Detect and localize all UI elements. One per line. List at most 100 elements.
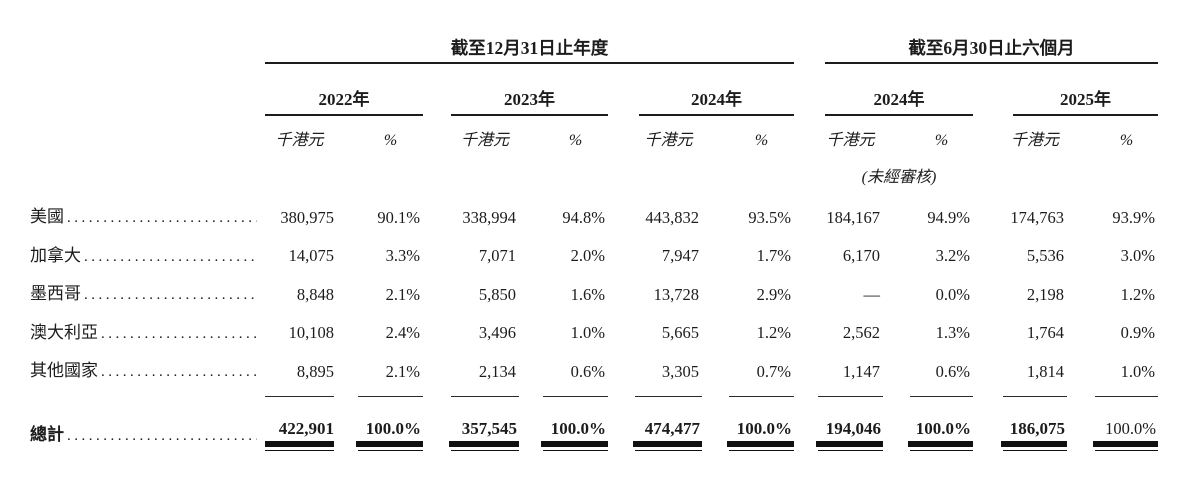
cell-value: 7,071: [478, 246, 516, 265]
unit-hkd-label: 千港元: [1010, 132, 1059, 149]
total-value: 186,075: [1001, 420, 1067, 447]
pct-cell: 2.1%: [334, 345, 423, 384]
total-value: 194,046: [816, 420, 883, 447]
rule-cell: [1067, 447, 1158, 453]
total-value: 100.0%: [356, 420, 423, 447]
total-value: 422,901: [265, 420, 334, 447]
rule-cell: [883, 447, 973, 453]
cell-value: 1.6%: [570, 284, 605, 304]
pct-cell: 93.5%: [702, 190, 794, 229]
rule-cell: [794, 383, 883, 397]
total-pct-cell: 100.0%: [1067, 397, 1158, 447]
cell-value: 3,496: [478, 323, 516, 342]
rule-cell: [519, 447, 608, 453]
pct-cell: 93.9%: [1067, 190, 1158, 229]
row-label-cell: 墨西哥: [28, 268, 265, 307]
total-bottom-rule: [1095, 449, 1158, 451]
spacer: [28, 447, 265, 453]
year-header-row: 2022年 2023年 2024年 2024年 2025年: [28, 64, 1158, 116]
dot-leader: [98, 364, 257, 381]
total-value: 100.0%: [1093, 420, 1158, 447]
total-bottom-rule: [1003, 449, 1067, 451]
total-bottom-rule: [451, 449, 519, 451]
total-value-cell: 474,477: [608, 397, 702, 447]
value-cell: 8,895: [265, 345, 334, 384]
value-cell: 5,536: [973, 229, 1067, 268]
total-value: 100.0%: [541, 420, 608, 447]
dot-leader: [64, 428, 257, 445]
value-cell: 184,167: [794, 190, 883, 229]
cell-value: 3.2%: [935, 246, 970, 265]
cell-value: 1.2%: [1120, 284, 1155, 304]
group-header-annual: 截至12月31日止年度: [265, 28, 794, 64]
year-header-interim-2025: 2025年: [973, 64, 1158, 116]
value-cell: 10,108: [265, 306, 334, 345]
total-bottom-rule: [543, 449, 608, 451]
cell-value: 8,895: [296, 361, 334, 381]
pct-cell: 1.3%: [883, 306, 973, 345]
cell-value: 10,108: [288, 323, 334, 342]
value-cell: 7,947: [608, 229, 702, 268]
value-cell: 14,075: [265, 229, 334, 268]
rule-cell: [973, 447, 1067, 453]
group-header-interim: 截至6月30日止六個月: [794, 28, 1158, 64]
cell-value: 1,147: [842, 361, 880, 381]
pct-cell: 3.2%: [883, 229, 973, 268]
row-label-wrap: 其他國家: [28, 356, 265, 383]
unaudited-note-cell: (未經審核): [794, 153, 973, 190]
cell-value: 5,850: [478, 284, 516, 304]
rule-cell: [973, 383, 1067, 397]
pre-total-rule-row: [28, 383, 1158, 397]
rule-cell: [1067, 383, 1158, 397]
pct-cell: 0.6%: [519, 345, 608, 384]
cell-value: 3.0%: [1120, 246, 1155, 265]
unit-pct-label: %: [754, 132, 769, 149]
total-top-rule: [265, 396, 334, 397]
cell-value: 338,994: [462, 207, 516, 227]
rule-cell: [519, 383, 608, 397]
pct-cell: 3.0%: [1067, 229, 1158, 268]
value-cell: 2,198: [973, 268, 1067, 307]
total-value: 474,477: [633, 420, 702, 447]
value-cell: 2,134: [423, 345, 519, 384]
cell-value: 184,167: [826, 207, 880, 227]
value-cell: 443,832: [608, 190, 702, 229]
cell-value: 90.1%: [377, 207, 420, 227]
spacer: [28, 116, 265, 153]
year-2022-label: 2022年: [265, 91, 423, 116]
spacer: [28, 64, 265, 116]
cell-value: 2.4%: [385, 323, 420, 342]
row-label-cell: 加拿大: [28, 229, 265, 268]
cell-value: 3,305: [661, 361, 699, 381]
row-label-wrap: 墨西哥: [28, 279, 265, 306]
pct-cell: 94.8%: [519, 190, 608, 229]
year-interim-2025-label: 2025年: [1013, 91, 1158, 116]
total-top-rule: [910, 396, 973, 397]
dot-leader: [98, 326, 257, 343]
cell-value: 6,170: [842, 246, 880, 265]
unit-header-row: 千港元% 千港元% 千港元% 千港元% 千港元%: [28, 116, 1158, 153]
revenue-by-region-table: 截至12月31日止年度 截至6月30日止六個月 2022年 2023年 2024…: [28, 28, 1158, 453]
year-header-interim-2024: 2024年: [794, 64, 973, 116]
unaudited-note: (未經審核): [861, 169, 937, 186]
row-label-wrap: 總計: [28, 420, 265, 447]
value-cell: 1,147: [794, 345, 883, 384]
cell-value: 5,665: [661, 323, 699, 342]
cell-value: 0.6%: [935, 361, 970, 381]
value-cell: 3,305: [608, 345, 702, 384]
cell-value: 93.5%: [748, 207, 791, 227]
cell-value: 8,848: [296, 284, 334, 304]
pct-cell: 3.3%: [334, 229, 423, 268]
pct-cell: 1.2%: [702, 306, 794, 345]
total-value: 100.0%: [908, 420, 973, 447]
cell-value: 174,763: [1010, 207, 1064, 227]
row-label-cell: 其他國家: [28, 345, 265, 384]
cell-value: 0.0%: [935, 284, 970, 304]
rule-cell: [334, 383, 423, 397]
rule-cell: [883, 383, 973, 397]
year-2023-label: 2023年: [451, 91, 608, 116]
pct-cell: 2.0%: [519, 229, 608, 268]
rule-cell: [702, 383, 794, 397]
year-2024-label: 2024年: [639, 91, 794, 116]
unit-pct-label: %: [568, 132, 583, 149]
